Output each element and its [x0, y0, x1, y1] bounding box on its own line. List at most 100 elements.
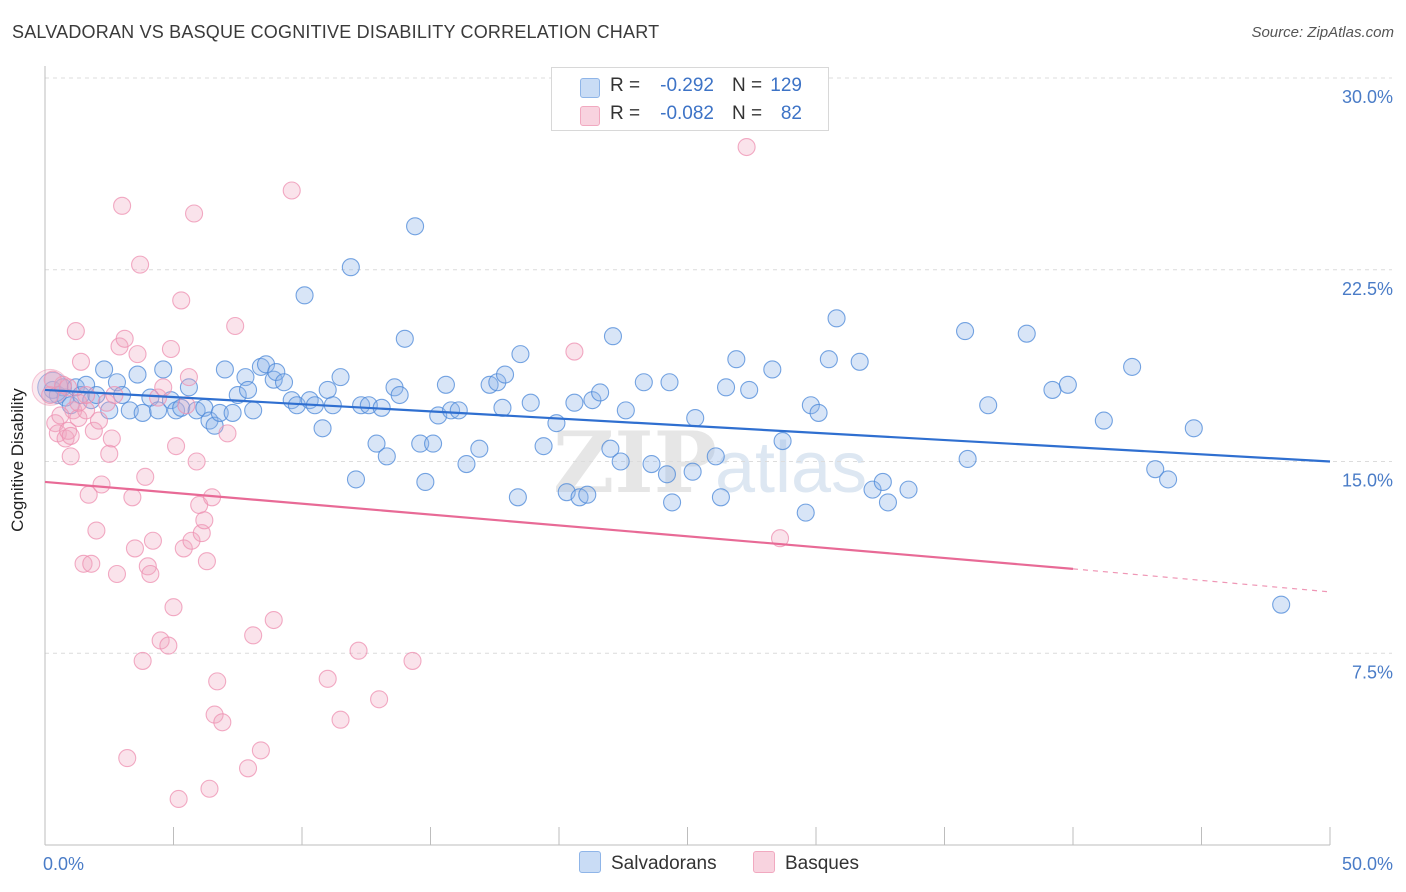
salvadoran-point — [210, 403, 229, 422]
salvadoran-point — [740, 380, 759, 399]
salvadoran-point — [878, 493, 898, 512]
salvadoran-point — [95, 360, 114, 379]
basque-point — [141, 564, 160, 584]
basque-point — [218, 424, 237, 443]
salvadoran-point — [493, 398, 512, 417]
salvadoran-point — [200, 411, 219, 430]
salvadoran-point — [488, 373, 507, 392]
basque-point — [167, 437, 186, 456]
salvadoran-point — [711, 488, 730, 507]
axes — [44, 66, 1331, 846]
n-value: 129 — [770, 75, 802, 96]
salvadoran-point — [411, 434, 430, 453]
y-tick-label: 7.5% — [1352, 662, 1393, 682]
salvadoran-point — [313, 419, 332, 438]
salvadoran-point — [1094, 411, 1113, 430]
basques-swatch — [580, 106, 600, 126]
basque-point — [107, 564, 127, 584]
salvadoran-point — [634, 373, 653, 392]
n-label: N = — [732, 75, 763, 96]
salvadoran-point — [827, 309, 846, 328]
salvadoran-point — [616, 401, 635, 420]
basque-point — [318, 669, 337, 688]
basque-point — [77, 385, 96, 405]
salvadoran-point — [406, 217, 425, 236]
stats-legend-box: R = -0.292 N = 129 R = -0.082 N = 82 — [551, 67, 829, 131]
basque-point — [89, 411, 109, 430]
basque-point — [71, 352, 91, 371]
basque-point — [59, 421, 78, 440]
salvadoran-point — [1159, 470, 1178, 489]
basque-point — [77, 401, 96, 420]
salvadoran-point — [244, 401, 263, 420]
salvadoran-point — [167, 401, 186, 420]
basque-point — [43, 370, 62, 389]
salvadoran-point — [534, 437, 553, 456]
basque-point — [102, 429, 121, 448]
salvadoran-point — [565, 393, 584, 412]
salvadoran-point — [511, 345, 530, 364]
basque-point — [118, 749, 137, 768]
basques-trend-line — [44, 480, 1074, 570]
salvadoran-point — [133, 403, 152, 422]
salvadoran-point — [215, 360, 234, 379]
salvadoran-point — [716, 378, 736, 397]
y-tick-label: 15.0% — [1342, 471, 1393, 491]
basque-point — [200, 779, 219, 798]
r-label: R = — [610, 103, 641, 124]
basque-cluster-point — [31, 368, 69, 406]
salvadoran-point — [341, 258, 360, 277]
salvadoran-point — [683, 462, 702, 481]
basque-point — [113, 196, 132, 215]
salvadoran-point — [773, 431, 792, 451]
salvadoran-point — [660, 373, 679, 392]
basque-point — [185, 204, 204, 223]
salvadoran-point — [850, 352, 869, 371]
y-tick-label: 22.5% — [1342, 279, 1393, 299]
salvadoran-point — [521, 393, 540, 412]
y-tick-label: 30.0% — [1342, 87, 1393, 107]
salvadoran-point — [979, 396, 998, 415]
salvadoran-point — [956, 322, 975, 341]
basque-point — [115, 329, 134, 348]
salvadoran-point — [154, 360, 173, 379]
basque-point — [737, 137, 756, 157]
salvadoran-point — [238, 380, 258, 399]
basque-point — [82, 554, 101, 573]
x-tick-label: 50.0% — [1342, 854, 1393, 874]
salvadoran-point — [457, 455, 476, 474]
r-value: -0.082 — [660, 103, 714, 124]
salvadoran-point — [149, 401, 168, 420]
basque-point — [208, 672, 227, 691]
basque-point — [264, 610, 283, 630]
basque-point — [164, 598, 183, 617]
basque-point — [61, 447, 80, 466]
salvadoran-point — [87, 385, 106, 405]
salvadoran-point — [395, 329, 414, 348]
salvadorans-trend-line — [44, 388, 1331, 463]
salvadoran-point — [367, 434, 386, 453]
basque-point — [195, 511, 214, 530]
salvadoran-point — [1123, 357, 1142, 376]
salvadoran-point — [331, 368, 350, 387]
salvadoran-point — [863, 480, 882, 499]
salvadoran-point — [603, 327, 623, 346]
r-value: -0.292 — [660, 75, 714, 96]
basque-point — [69, 408, 88, 428]
legend-swatch-basques — [753, 851, 775, 873]
salvadoran-point — [801, 396, 820, 415]
salvadoran-point — [295, 286, 314, 305]
salvadoran-point — [470, 439, 489, 458]
salvadoran-point — [390, 385, 409, 405]
legend-item-basques: Basques — [753, 851, 859, 875]
salvadoran-point — [1058, 375, 1077, 394]
salvadoran-point — [179, 378, 198, 397]
salvadoran-point — [958, 449, 977, 468]
salvadoran-point — [346, 470, 366, 489]
salvadoran-point — [442, 401, 461, 420]
source-credit: Source: ZipAtlas.com — [1251, 24, 1394, 41]
basque-point — [161, 339, 180, 359]
basque-point — [370, 690, 389, 709]
salvadoran-point — [657, 465, 676, 484]
